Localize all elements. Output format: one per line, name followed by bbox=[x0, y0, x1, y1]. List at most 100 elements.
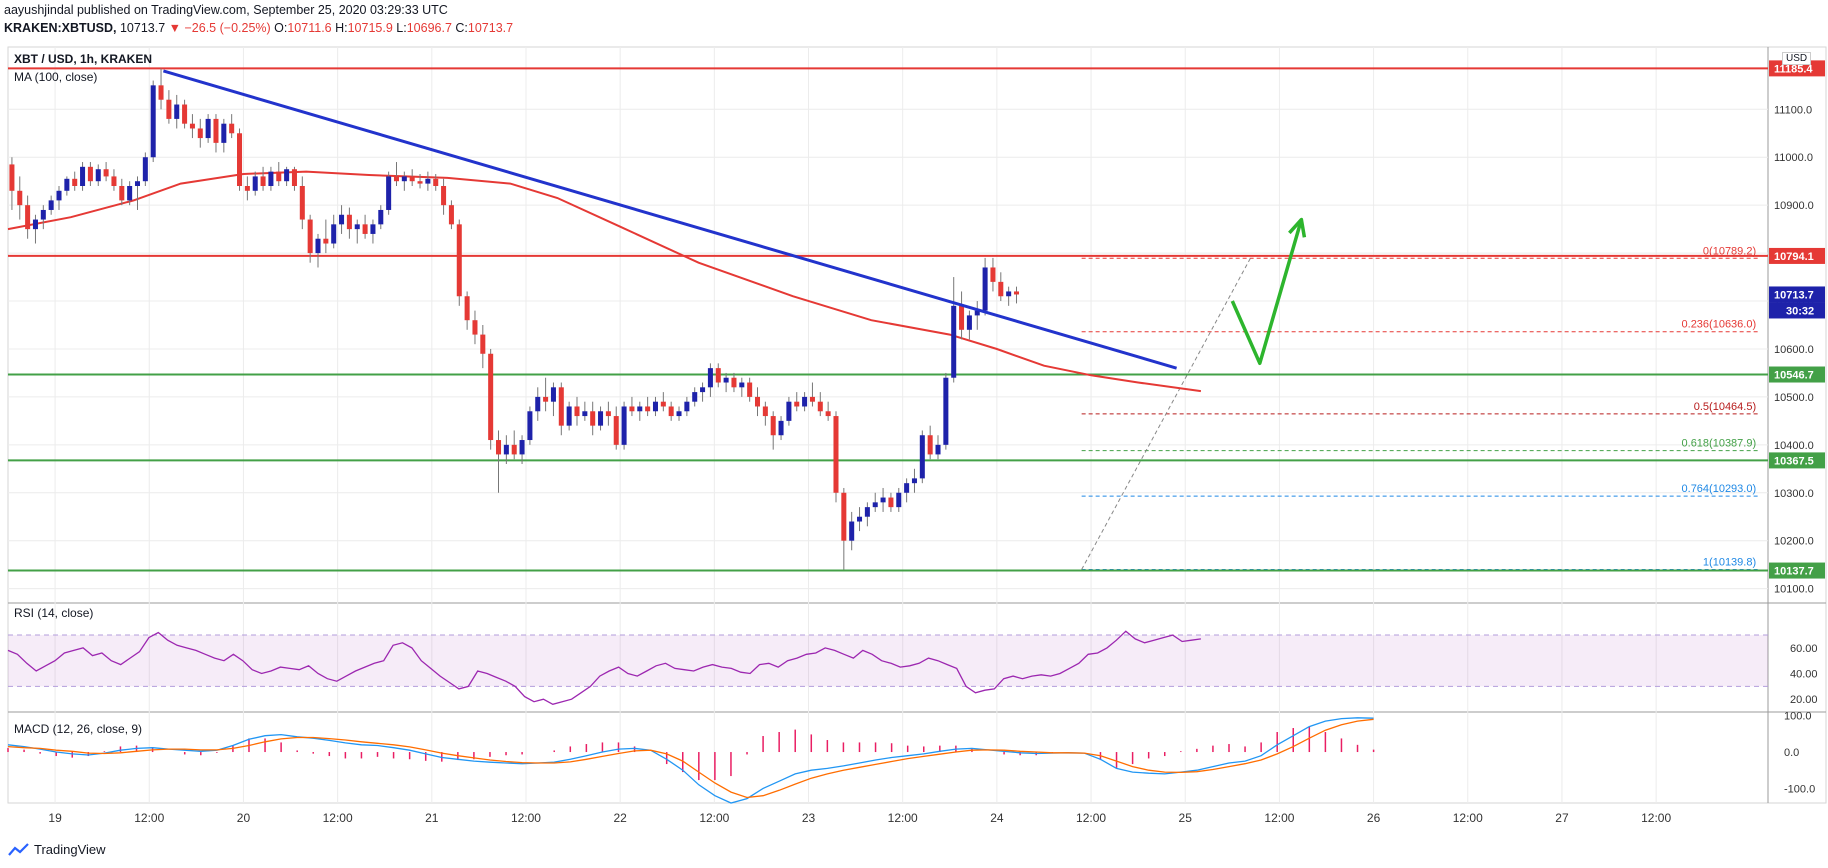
candle-body bbox=[103, 169, 109, 177]
x-tick-label: 12:00 bbox=[1076, 811, 1106, 825]
y-tick-label: 10100.0 bbox=[1774, 584, 1814, 596]
y-tick-label: 10300.0 bbox=[1774, 488, 1814, 500]
price-change: ▼ −26.5 (−0.25%) bbox=[168, 21, 271, 35]
price-label-box bbox=[1769, 452, 1825, 469]
candle-body bbox=[605, 411, 611, 417]
candle-body bbox=[182, 104, 188, 124]
macd-line bbox=[7, 717, 1374, 804]
candle-body bbox=[700, 387, 706, 393]
candle-body bbox=[40, 209, 46, 220]
candle-body bbox=[72, 178, 78, 186]
low-label: L: bbox=[396, 21, 407, 35]
candle-body bbox=[441, 186, 447, 206]
x-tick-label: 24 bbox=[990, 811, 1004, 825]
candle-body bbox=[80, 166, 86, 186]
rsi-band bbox=[8, 635, 1768, 687]
candle-body bbox=[613, 416, 619, 445]
candle-body bbox=[417, 181, 423, 184]
candle-body bbox=[393, 176, 399, 182]
candle-body bbox=[676, 411, 682, 417]
candle-body bbox=[119, 186, 125, 201]
candle-body bbox=[284, 169, 290, 182]
rsi-tick-label: 20.00 bbox=[1790, 694, 1818, 706]
candle-body bbox=[362, 224, 368, 234]
x-tick-label: 27 bbox=[1555, 811, 1569, 825]
candle-body bbox=[982, 267, 988, 311]
candle-body bbox=[150, 85, 156, 158]
candle-body bbox=[723, 377, 729, 383]
candle-body bbox=[566, 406, 572, 426]
candle-body bbox=[291, 169, 297, 186]
last-price: 10713.7 bbox=[119, 21, 166, 35]
candle-body bbox=[370, 224, 376, 234]
candle-body bbox=[809, 396, 815, 402]
candle-body bbox=[401, 176, 407, 182]
tradingview-brand[interactable]: TradingView bbox=[8, 842, 106, 857]
candle-body bbox=[880, 497, 886, 503]
price-label-box bbox=[1769, 247, 1825, 264]
y-tick-label: 10500.0 bbox=[1774, 392, 1814, 404]
candle-body bbox=[590, 411, 596, 426]
x-tick-label: 12:00 bbox=[134, 811, 164, 825]
candle-body bbox=[378, 209, 384, 225]
candle-body bbox=[574, 406, 580, 417]
macd-tick-label: 100.0 bbox=[1784, 711, 1812, 723]
candle-body bbox=[158, 85, 164, 100]
x-tick-label: 12:00 bbox=[699, 811, 729, 825]
x-tick-label: 23 bbox=[802, 811, 816, 825]
candle-body bbox=[864, 507, 870, 517]
x-tick-label: 12:00 bbox=[1641, 811, 1671, 825]
x-tick-label: 20 bbox=[237, 811, 251, 825]
candle-body bbox=[488, 353, 494, 441]
candle-body bbox=[111, 176, 117, 186]
candle-body bbox=[87, 166, 93, 182]
candle-body bbox=[684, 401, 690, 412]
candle-body bbox=[134, 181, 141, 186]
candle-body bbox=[637, 406, 643, 412]
macd-tick-label: -100.0 bbox=[1784, 783, 1815, 795]
candle-body bbox=[213, 118, 219, 143]
open-label: O: bbox=[274, 21, 288, 35]
candle-body bbox=[64, 178, 70, 191]
close-label: C: bbox=[455, 21, 468, 35]
candle-body bbox=[260, 176, 266, 186]
candle-body bbox=[582, 411, 588, 417]
candle-body bbox=[276, 171, 282, 182]
rsi-line bbox=[7, 630, 1201, 705]
publish-line: aayushjindal published on TradingView.co… bbox=[4, 3, 448, 17]
candle-body bbox=[911, 478, 917, 484]
candle-body bbox=[17, 190, 23, 206]
candle-body bbox=[841, 492, 847, 541]
x-tick-label: 19 bbox=[48, 811, 62, 825]
candle-body bbox=[268, 171, 274, 186]
candle-body bbox=[959, 305, 965, 330]
fib-level-label: 0.618(10387.9) bbox=[1682, 438, 1757, 450]
y-tick-label: 11100.0 bbox=[1774, 104, 1812, 116]
fib-anchor-line bbox=[1081, 258, 1251, 570]
price-label-box bbox=[1769, 562, 1825, 579]
forecast-arrow bbox=[1230, 219, 1304, 366]
macd-legend: MACD (12, 26, close, 9) bbox=[14, 722, 143, 736]
candle-body bbox=[904, 483, 910, 493]
brand-name: TradingView bbox=[34, 842, 106, 857]
candle-body bbox=[731, 377, 737, 388]
candle-body bbox=[652, 401, 658, 412]
candle-body bbox=[1006, 291, 1012, 297]
currency-badge[interactable]: USD bbox=[1782, 52, 1812, 65]
fib-level-label: 0.236(10636.0) bbox=[1682, 319, 1757, 331]
ma100-line bbox=[7, 170, 1202, 393]
candle-body bbox=[48, 200, 54, 210]
price-label: 10546.7 bbox=[1774, 370, 1814, 382]
candle-body bbox=[354, 224, 360, 230]
price-label: 10137.7 bbox=[1774, 566, 1814, 578]
x-tick-label: 12:00 bbox=[1453, 811, 1483, 825]
candle-body bbox=[244, 186, 250, 191]
candle-body bbox=[299, 186, 305, 220]
candle-body bbox=[770, 416, 776, 436]
candle-body bbox=[511, 444, 517, 455]
candle-body bbox=[543, 396, 549, 402]
candle-body bbox=[448, 205, 454, 225]
candle-body bbox=[786, 401, 792, 421]
price-label: 10713.7 bbox=[1774, 289, 1814, 301]
